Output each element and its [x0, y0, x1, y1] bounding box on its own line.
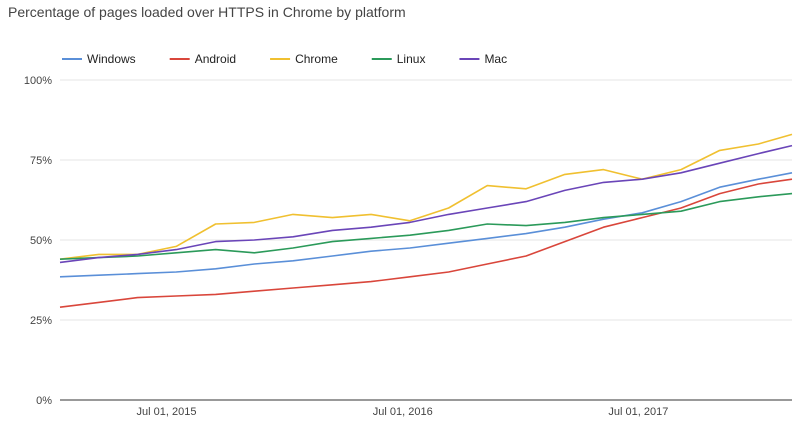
- series-line-linux: [59, 192, 793, 260]
- y-tick-label: 25%: [30, 315, 52, 327]
- legend-label-android: Android: [195, 52, 236, 66]
- gridlines: [60, 79, 792, 321]
- series-line-windows: [59, 172, 793, 278]
- legend-label-windows: Windows: [87, 52, 136, 66]
- x-tick-label: Jul 01, 2017: [608, 406, 668, 418]
- series-line-chrome: [59, 133, 793, 260]
- x-tick-label: Jul 01, 2015: [137, 406, 197, 418]
- series-lines: [59, 133, 793, 308]
- y-tick-label: 75%: [30, 155, 52, 167]
- y-tick-label: 50%: [30, 235, 52, 247]
- y-tick-label: 100%: [24, 75, 52, 87]
- legend-label-mac: Mac: [484, 52, 507, 66]
- x-tick-label: Jul 01, 2016: [373, 406, 433, 418]
- x-axis-labels: Jul 01, 2015 Jul 01, 2016 Jul 01, 2017: [137, 406, 669, 418]
- y-axis-labels: 0% 25% 50% 75% 100%: [24, 75, 52, 407]
- chart-title: Percentage of pages loaded over HTTPS in…: [8, 4, 406, 20]
- legend-label-chrome: Chrome: [295, 52, 338, 66]
- legend-label-linux: Linux: [397, 52, 426, 66]
- legend: Windows Android Chrome Linux Mac: [62, 52, 507, 66]
- series-line-mac: [59, 144, 793, 264]
- y-tick-label: 0%: [36, 395, 52, 407]
- series-line-android: [59, 178, 793, 308]
